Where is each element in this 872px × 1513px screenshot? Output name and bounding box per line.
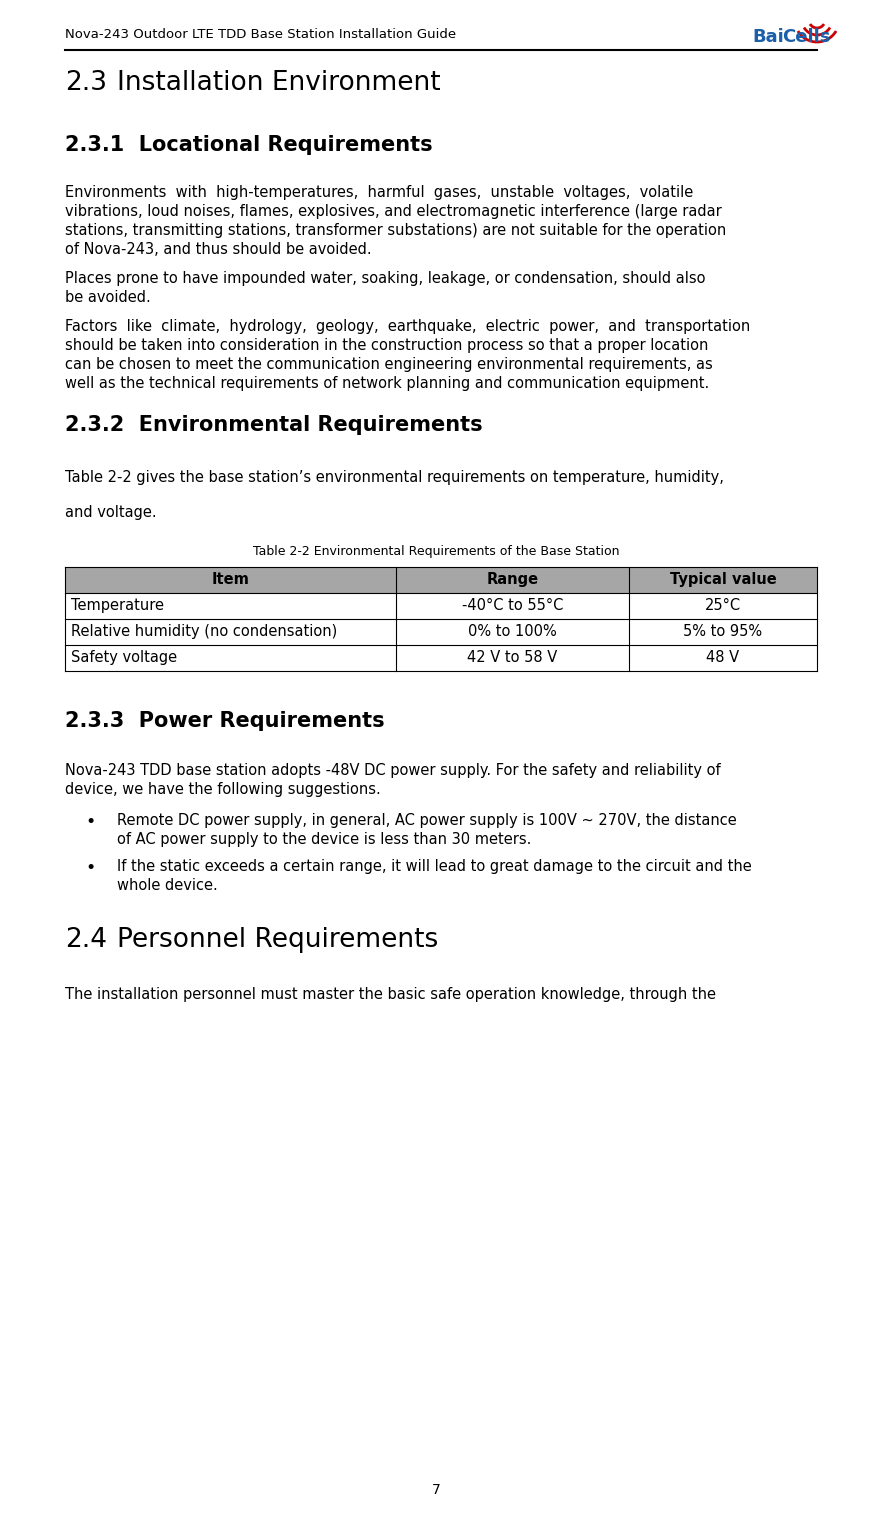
Text: 2.3.3  Power Requirements: 2.3.3 Power Requirements	[65, 711, 385, 731]
Bar	[65, 567, 817, 593]
Text: vibrations, loud noises, flames, explosives, and electromagnetic interference (l: vibrations, loud noises, flames, explosi…	[65, 204, 722, 219]
Text: Temperature: Temperature	[71, 598, 164, 613]
Text: Range: Range	[487, 572, 539, 587]
Text: 42 V to 58 V: 42 V to 58 V	[467, 651, 557, 666]
Text: device, we have the following suggestions.: device, we have the following suggestion…	[65, 782, 381, 797]
Text: 25°C: 25°C	[705, 598, 741, 613]
Text: 2.3: 2.3	[65, 70, 107, 95]
Text: •: •	[85, 859, 95, 878]
Text: Bai: Bai	[752, 29, 784, 45]
Text: Typical value: Typical value	[670, 572, 776, 587]
Text: 0% to 100%: 0% to 100%	[468, 623, 557, 638]
Text: should be taken into consideration in the construction process so that a proper : should be taken into consideration in th…	[65, 337, 708, 353]
Text: Table 2-2 gives the base station’s environmental requirements on temperature, hu: Table 2-2 gives the base station’s envir…	[65, 471, 724, 486]
Text: The installation personnel must master the basic safe operation knowledge, throu: The installation personnel must master t…	[65, 986, 716, 1002]
Text: Table 2-2 Environmental Requirements of the Base Station: Table 2-2 Environmental Requirements of …	[253, 545, 619, 558]
Text: stations, transmitting stations, transformer substations) are not suitable for t: stations, transmitting stations, transfo…	[65, 222, 726, 238]
Text: Personnel Requirements: Personnel Requirements	[117, 927, 439, 953]
Text: well as the technical requirements of network planning and communication equipme: well as the technical requirements of ne…	[65, 377, 709, 390]
Text: Cells: Cells	[782, 29, 830, 45]
Text: -40°C to 55°C: -40°C to 55°C	[462, 598, 563, 613]
Text: 2.4: 2.4	[65, 927, 107, 953]
Text: 5% to 95%: 5% to 95%	[684, 623, 762, 638]
Text: be avoided.: be avoided.	[65, 290, 151, 306]
Text: 2.3.1  Locational Requirements: 2.3.1 Locational Requirements	[65, 135, 433, 154]
Text: Environments  with  high-temperatures,  harmful  gases,  unstable  voltages,  vo: Environments with high-temperatures, har…	[65, 185, 693, 200]
Text: 7: 7	[432, 1483, 440, 1496]
Text: Factors  like  climate,  hydrology,  geology,  earthquake,  electric  power,  an: Factors like climate, hydrology, geology…	[65, 319, 750, 334]
Text: of AC power supply to the device is less than 30 meters.: of AC power supply to the device is less…	[117, 832, 531, 847]
Text: of Nova-243, and thus should be avoided.: of Nova-243, and thus should be avoided.	[65, 242, 371, 257]
Text: 48 V: 48 V	[706, 651, 739, 666]
Text: Item: Item	[212, 572, 249, 587]
Text: Remote DC power supply, in general, AC power supply is 100V ~ 270V, the distance: Remote DC power supply, in general, AC p…	[117, 812, 737, 828]
Text: Safety voltage: Safety voltage	[71, 651, 177, 666]
Text: can be chosen to meet the communication engineering environmental requirements, : can be chosen to meet the communication …	[65, 357, 712, 372]
Text: Places prone to have impounded water, soaking, leakage, or condensation, should : Places prone to have impounded water, so…	[65, 271, 705, 286]
Text: Nova-243 Outdoor LTE TDD Base Station Installation Guide: Nova-243 Outdoor LTE TDD Base Station In…	[65, 29, 456, 41]
Text: and voltage.: and voltage.	[65, 505, 157, 520]
Text: If the static exceeds a certain range, it will lead to great damage to the circu: If the static exceeds a certain range, i…	[117, 859, 752, 875]
Text: Nova-243 TDD base station adopts -48V DC power supply. For the safety and reliab: Nova-243 TDD base station adopts -48V DC…	[65, 763, 720, 778]
Text: whole device.: whole device.	[117, 878, 218, 893]
Text: Relative humidity (no condensation): Relative humidity (no condensation)	[71, 623, 337, 638]
Text: Installation Environment: Installation Environment	[117, 70, 440, 95]
Text: 2.3.2  Environmental Requirements: 2.3.2 Environmental Requirements	[65, 415, 482, 436]
Text: •: •	[85, 812, 95, 831]
